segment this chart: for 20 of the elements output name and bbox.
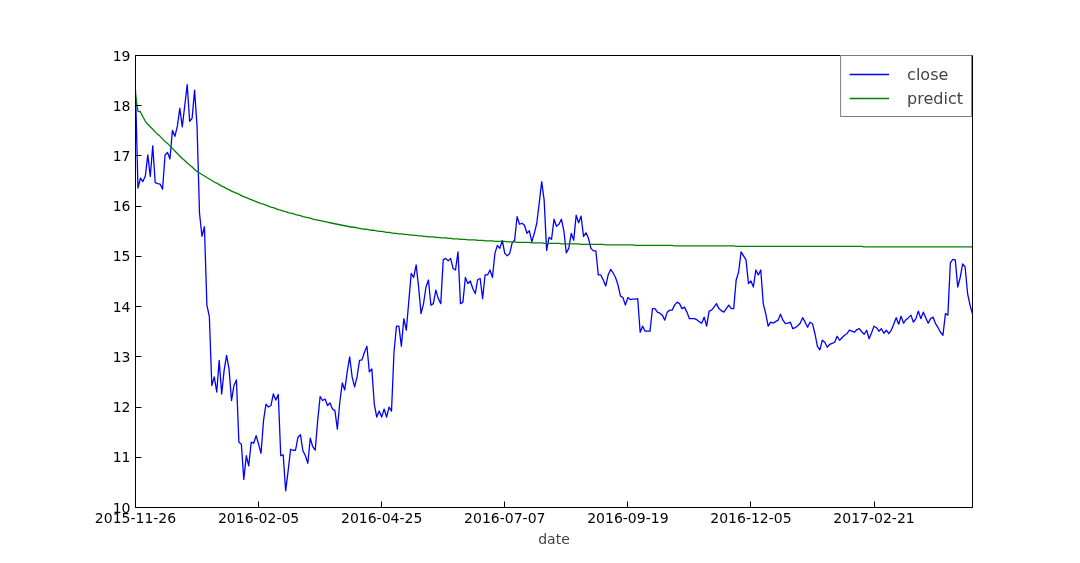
y-tick-label: 18 (112, 97, 131, 114)
legend-label: predict (907, 88, 963, 108)
x-tick-label: 2016-04-25 (341, 509, 423, 526)
line-series (135, 94, 973, 248)
line-series (135, 83, 973, 492)
y-tick-label: 16 (112, 198, 131, 215)
y-tick-label: 17 (112, 147, 131, 164)
y-tick-label: 13 (112, 348, 131, 365)
y-tick-label: 12 (112, 399, 131, 416)
x-tick-label: 2016-09-19 (587, 509, 669, 526)
y-tick-label: 15 (112, 248, 131, 265)
x-tick-label: 2016-12-05 (710, 509, 792, 526)
y-tick-label: 19 (112, 47, 131, 64)
legend-label: close (907, 64, 949, 84)
x-tick-label: 2016-07-07 (464, 509, 546, 526)
y-tick-label: 14 (112, 298, 131, 315)
x-tick-label: 2016-02-05 (217, 509, 300, 526)
x-axis-title: date (538, 530, 570, 547)
x-tick-label: 2017-02-21 (833, 509, 915, 526)
y-tick-label: 11 (112, 449, 131, 466)
